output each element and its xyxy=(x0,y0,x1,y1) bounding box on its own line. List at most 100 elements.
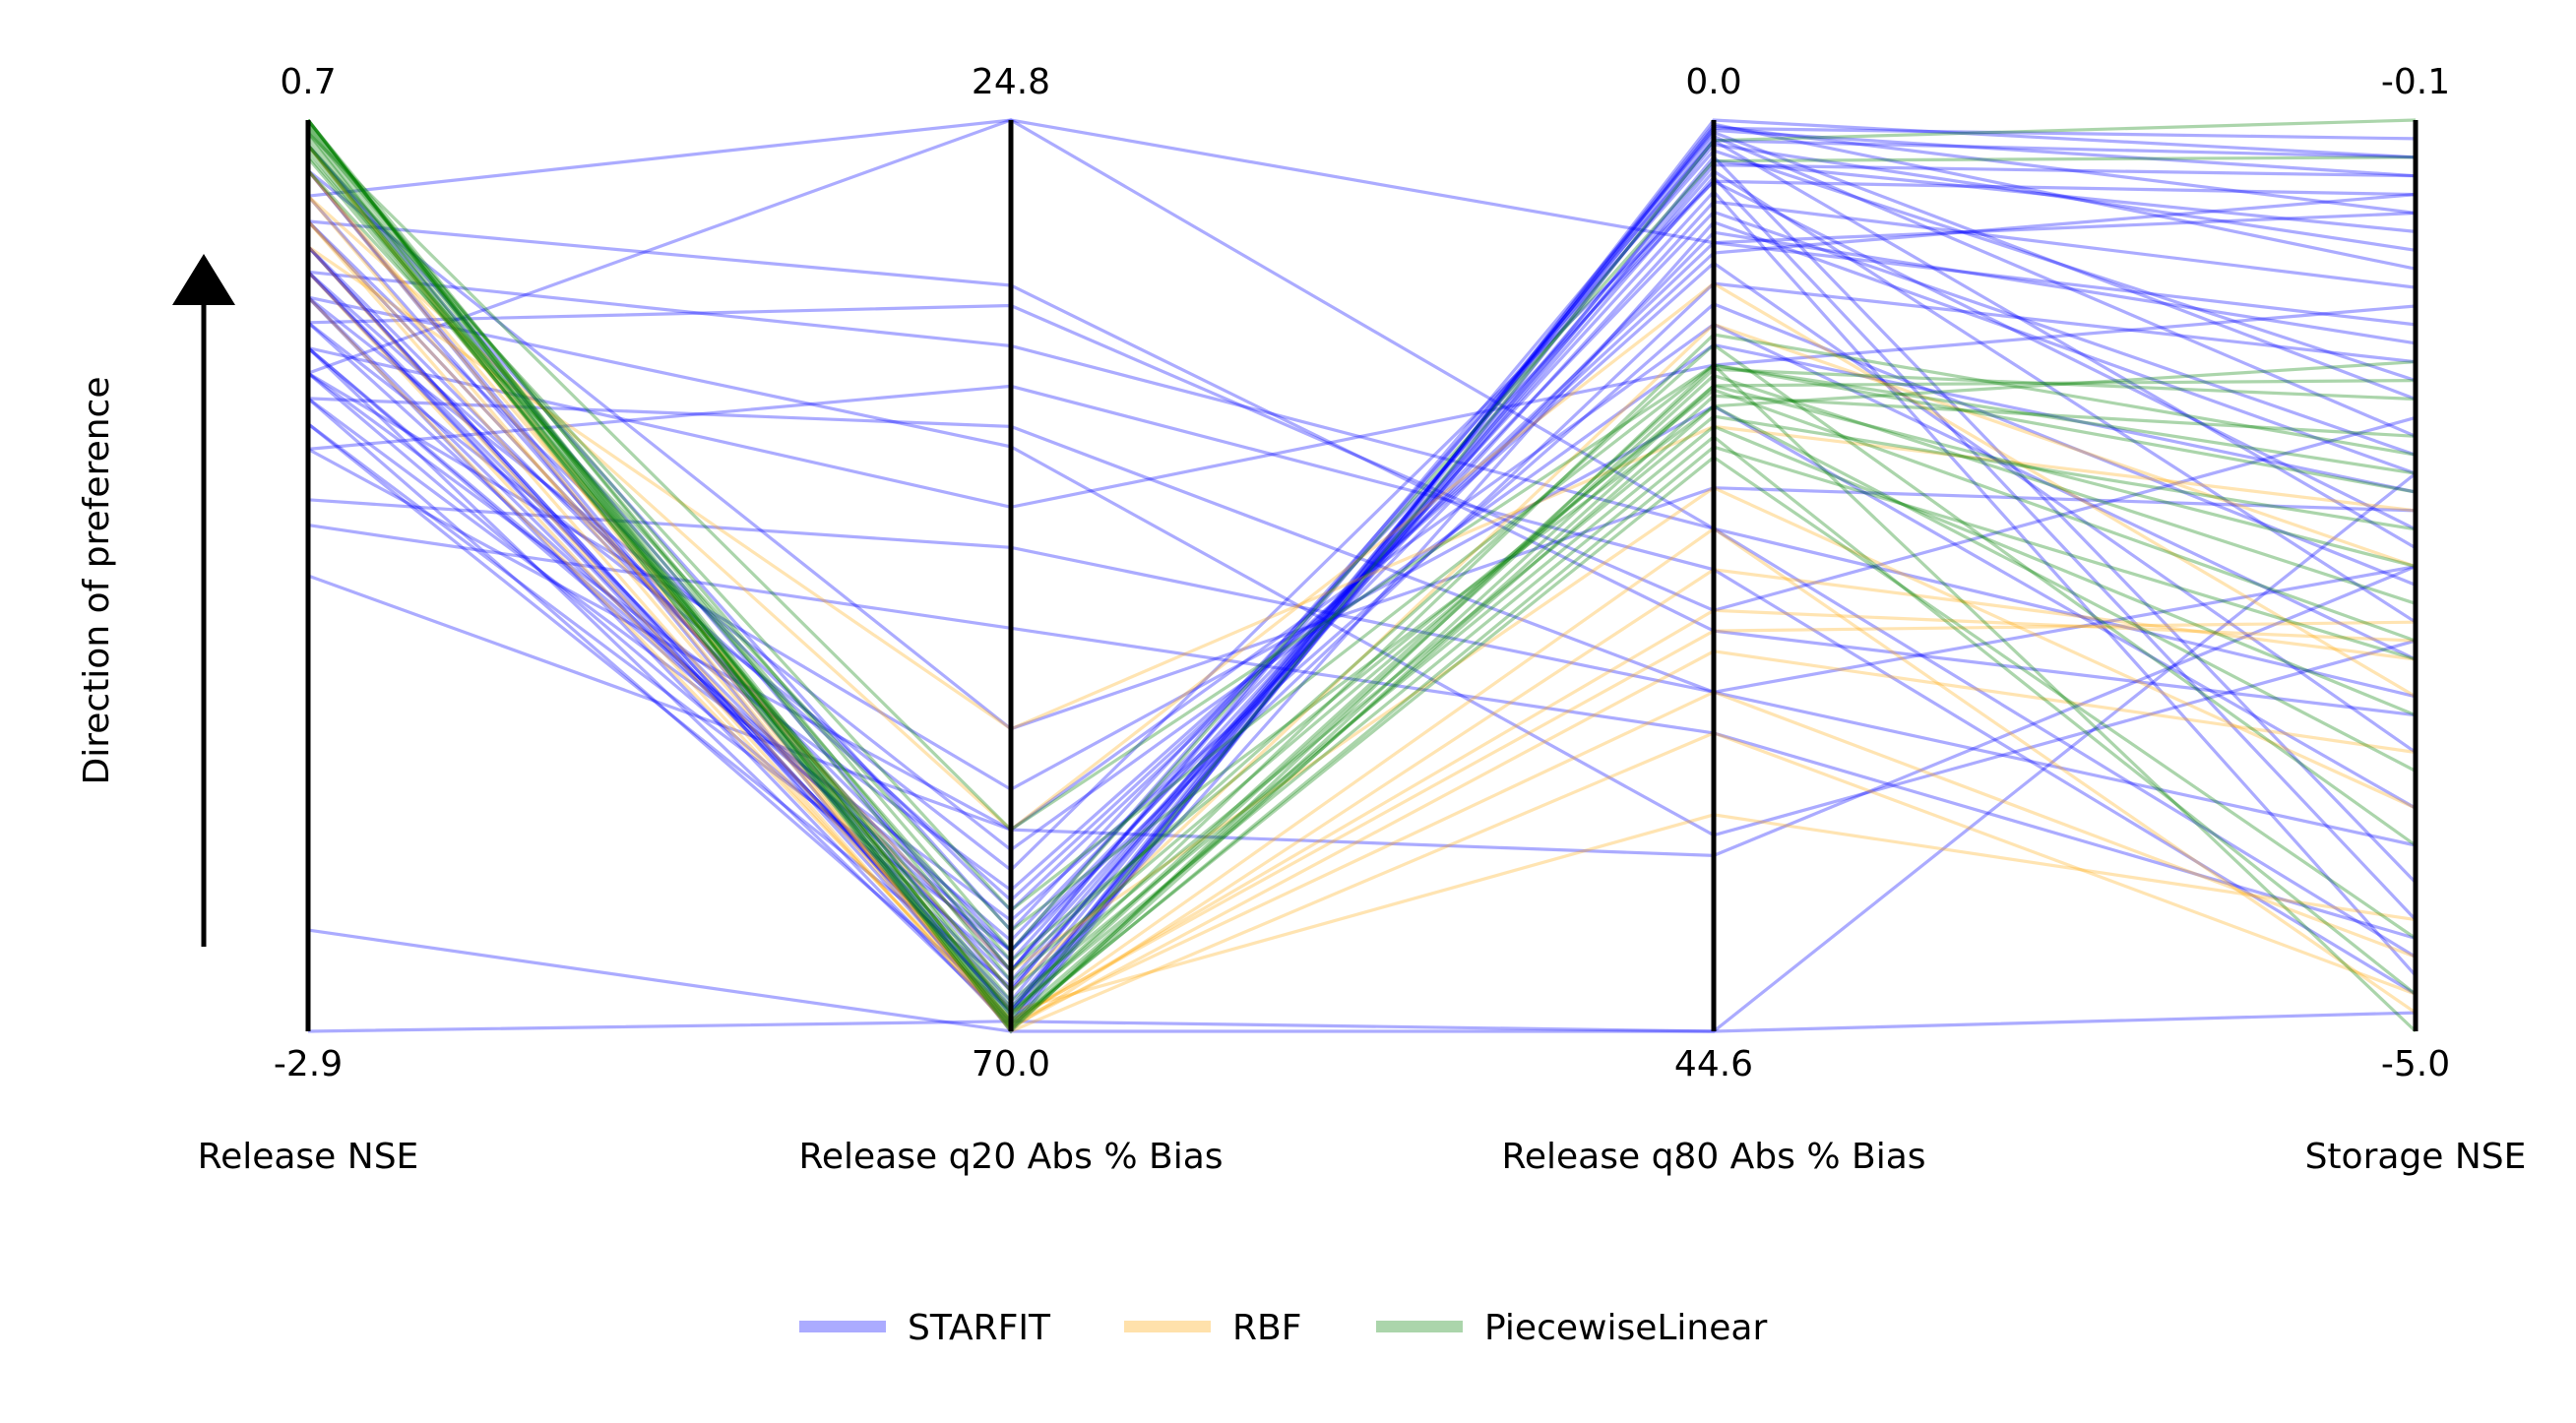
series-line-piecewiselinear xyxy=(306,144,2418,1033)
series-line-starfit xyxy=(307,384,2417,996)
series-line-starfit xyxy=(306,193,2417,902)
series-line-starfit xyxy=(307,179,2417,873)
series-line-starfit xyxy=(307,371,2417,810)
direction-of-preference: Direction of preference xyxy=(77,254,235,947)
axis-top-tick-label: 24.8 xyxy=(972,62,1050,102)
series-line-starfit xyxy=(306,124,2417,1030)
series-line-starfit xyxy=(306,126,2417,1019)
series-line-starfit xyxy=(306,138,2417,1026)
legend-item-rbf: RBF xyxy=(1124,1308,1301,1348)
axis-bottom-tick-label: -2.9 xyxy=(274,1044,343,1084)
series-line-starfit xyxy=(306,134,2417,1004)
series-line-piecewiselinear xyxy=(306,154,2417,963)
series-line-rbf xyxy=(306,169,2417,1029)
series-line-piecewiselinear xyxy=(306,144,2417,1004)
series-line-starfit xyxy=(307,498,2417,847)
series-line-piecewiselinear xyxy=(306,139,2417,1032)
preference-arrow-head-icon xyxy=(172,254,235,305)
series-line-starfit xyxy=(306,168,2417,984)
legend-item-starfit: STARFIT xyxy=(799,1308,1051,1348)
series-line-rbf xyxy=(306,295,2417,1021)
axis-name-label: Release NSE xyxy=(198,1137,419,1177)
series-line-piecewiselinear xyxy=(306,169,2417,933)
series-line-piecewiselinear xyxy=(306,121,2417,1010)
series-line-rbf xyxy=(306,195,2417,1023)
series-line-starfit xyxy=(307,270,2417,959)
series-line-starfit xyxy=(307,1011,2417,1033)
axis-name-label: Release q80 Abs % Bias xyxy=(1501,1137,1925,1177)
series-line-starfit xyxy=(306,219,2417,1014)
series-line-piecewiselinear xyxy=(306,144,2417,1028)
series-line-starfit xyxy=(307,281,2417,954)
series-line-starfit xyxy=(306,174,2418,990)
series-line-starfit xyxy=(306,128,2417,1014)
legend-item-piecewiselinear: PiecewiseLinear xyxy=(1376,1308,1767,1348)
legend: STARFIT RBF PiecewiseLinear xyxy=(799,1308,1767,1348)
series-line-starfit xyxy=(307,295,2417,852)
series-line-piecewiselinear xyxy=(306,126,2417,1016)
legend-label: STARFIT xyxy=(908,1308,1051,1348)
series-line-starfit xyxy=(307,219,2417,717)
legend-label: RBF xyxy=(1232,1308,1301,1348)
series-line-starfit xyxy=(306,158,2417,994)
series-line-starfit xyxy=(306,154,2418,1014)
series-line-piecewiselinear xyxy=(306,131,2417,1024)
legend-label: PiecewiseLinear xyxy=(1484,1308,1767,1348)
axes-layer: 0.7 -2.9 Release NSE 24.8 70.0 Release q20 Ab… xyxy=(198,62,2527,1177)
series-line-starfit xyxy=(306,118,2417,1034)
series-line-starfit xyxy=(307,303,2417,612)
polylines-layer xyxy=(306,118,2418,1034)
series-line-starfit xyxy=(307,304,2417,509)
series-line-piecewiselinear xyxy=(306,131,2417,833)
series-line-starfit xyxy=(306,122,2417,1024)
series-line-piecewiselinear xyxy=(306,134,2417,1026)
series-starfit xyxy=(306,118,2418,1034)
series-line-rbf xyxy=(306,195,2417,833)
series-line-rbf xyxy=(306,271,2417,1028)
axis-bottom-tick-label: 70.0 xyxy=(972,1044,1050,1084)
series-line-starfit xyxy=(306,200,2417,973)
axis-bottom-tick-label: 44.6 xyxy=(1674,1044,1753,1084)
series-line-starfit xyxy=(306,130,2417,973)
series-line-starfit xyxy=(307,471,2417,1033)
series-line-piecewiselinear xyxy=(306,119,2417,1018)
series-line-starfit xyxy=(306,219,2417,913)
series-line-starfit xyxy=(307,397,2417,694)
series-line-starfit xyxy=(306,139,2417,973)
series-line-starfit xyxy=(306,144,2417,933)
series-line-rbf xyxy=(306,169,2417,994)
series-line-rbf xyxy=(306,144,2417,1014)
series-line-starfit xyxy=(307,322,2417,832)
series-line-piecewiselinear xyxy=(306,149,2417,1014)
series-line-rbf xyxy=(306,219,2417,1025)
series-line-piecewiselinear xyxy=(306,119,2417,1030)
series-line-piecewiselinear xyxy=(306,129,2417,954)
series-line-starfit xyxy=(306,149,2417,954)
series-line-starfit xyxy=(307,118,2417,699)
series-line-rbf xyxy=(306,245,2417,1032)
series-line-starfit xyxy=(307,169,2417,731)
series-line-starfit xyxy=(306,189,2418,977)
series-line-rbf xyxy=(306,219,2417,973)
series-line-starfit xyxy=(307,302,2417,923)
series-line-starfit xyxy=(306,163,2417,1010)
series-line-piecewiselinear xyxy=(306,124,2417,973)
axis-name-label: Release q20 Abs % Bias xyxy=(798,1137,1223,1177)
series-line-piecewiselinear xyxy=(306,118,2417,984)
axis-top-tick-label: 0.7 xyxy=(280,62,336,102)
series-line-rbf xyxy=(306,144,2417,1033)
series-line-starfit xyxy=(307,261,2417,893)
series-line-starfit xyxy=(307,524,2417,941)
series-line-starfit xyxy=(306,230,2417,954)
series-line-starfit xyxy=(307,565,2417,858)
series-line-starfit xyxy=(306,143,2417,994)
axis-name-label: Storage NSE xyxy=(2305,1137,2527,1177)
series-line-piecewiselinear xyxy=(306,119,2417,1034)
series-line-starfit xyxy=(306,210,2417,943)
series-rbf xyxy=(306,144,2417,1033)
axis-top-tick-label: -0.1 xyxy=(2381,62,2450,102)
series-line-starfit xyxy=(307,295,2417,837)
axis-bottom-tick-label: -5.0 xyxy=(2381,1044,2450,1084)
series-line-starfit xyxy=(307,118,2417,375)
